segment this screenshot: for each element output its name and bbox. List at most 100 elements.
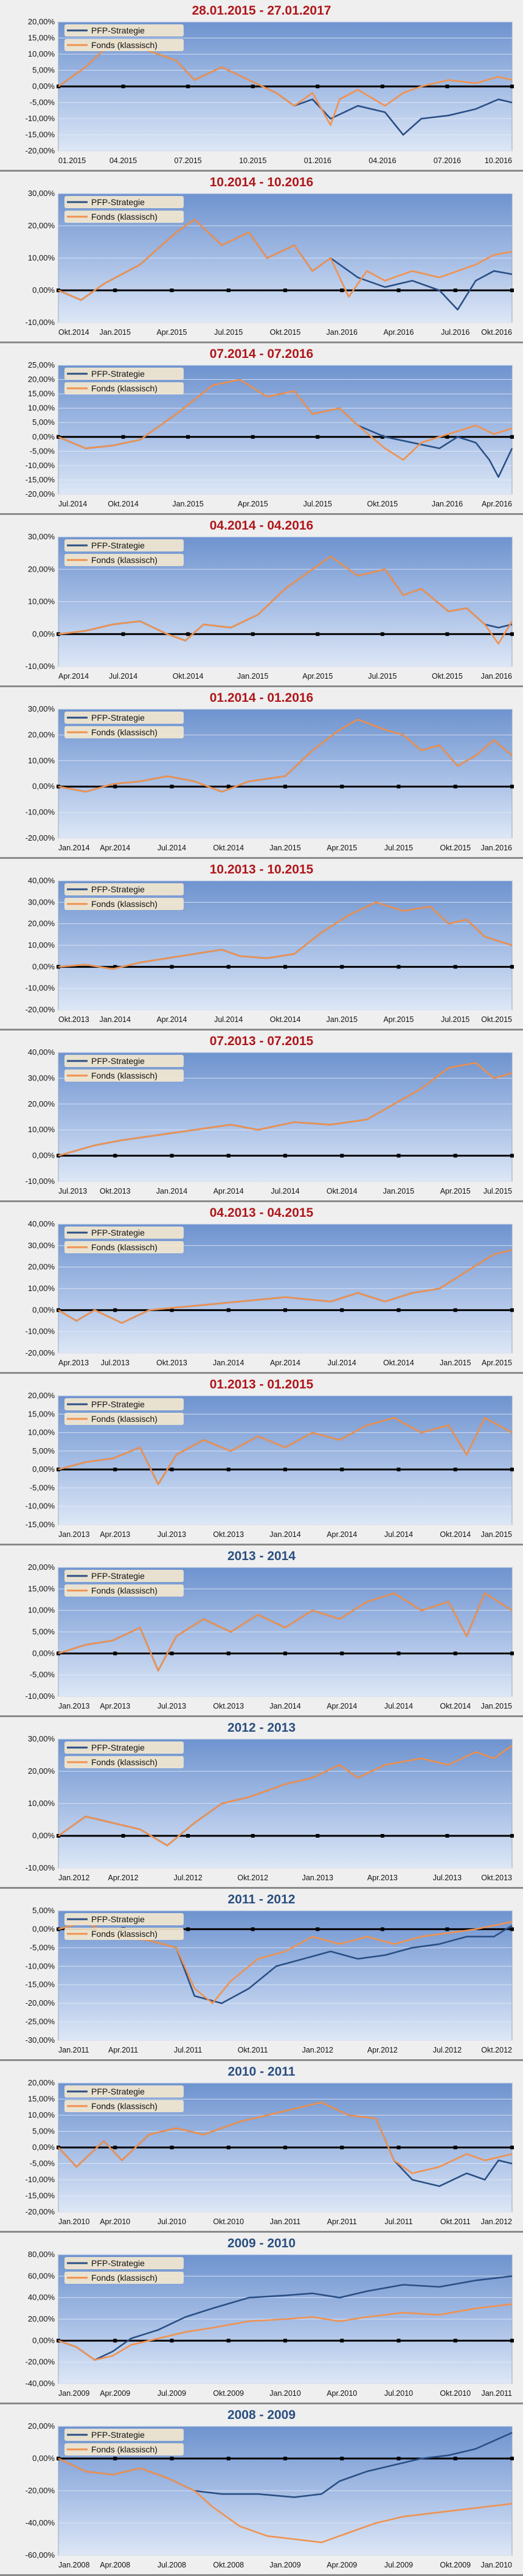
x-tick-label: Apr.2015 bbox=[156, 328, 187, 337]
x-tick-mark bbox=[251, 1834, 255, 1838]
y-tick-label: 30,00% bbox=[28, 1241, 55, 1250]
x-tick-mark bbox=[453, 785, 457, 789]
y-tick-label: 0,00% bbox=[32, 629, 55, 639]
legend-label: PFP-Strategie bbox=[91, 1914, 145, 1924]
legend-entry-bg bbox=[64, 1055, 184, 1067]
chart-panel: 2011 - 2012 5,00% 0,00% -5,00% -10,00% -15,00… bbox=[0, 1889, 523, 2061]
y-tick-label: 20,00% bbox=[28, 1099, 55, 1108]
y-tick-label: 30,00% bbox=[28, 897, 55, 906]
x-tick-label: Jul.2012 bbox=[433, 2046, 462, 2054]
x-tick-label: Jul.2014 bbox=[158, 844, 186, 852]
x-tick-label: Jan.2016 bbox=[432, 500, 463, 508]
y-tick-label: 5,00% bbox=[32, 1906, 55, 1915]
x-tick-mark bbox=[226, 2457, 230, 2460]
y-tick-label: -40,00% bbox=[26, 2379, 55, 2388]
x-tick-label: Okt.2011 bbox=[440, 2217, 471, 2226]
y-tick-label: 20,00% bbox=[28, 1766, 55, 1776]
y-tick-label: -10,00% bbox=[26, 808, 55, 817]
series-line bbox=[58, 219, 513, 301]
y-tick-label: 15,00% bbox=[28, 2095, 55, 2104]
series-line bbox=[58, 1745, 513, 1847]
y-tick-label: 0,00% bbox=[32, 2143, 55, 2152]
chart-title: 04.2013 - 04.2015 bbox=[209, 1206, 314, 1220]
x-tick-label: 04.2015 bbox=[109, 156, 137, 165]
x-tick-mark bbox=[510, 2146, 514, 2149]
y-tick-label: 10,00% bbox=[28, 2110, 55, 2119]
x-tick-label: Jul.2015 bbox=[384, 844, 413, 852]
x-tick-label: Jul.2009 bbox=[158, 2389, 186, 2398]
x-tick-label: Jul.2008 bbox=[158, 2561, 186, 2569]
x-tick-mark bbox=[453, 965, 457, 969]
y-tick-label: -5,00% bbox=[30, 1943, 55, 1952]
x-tick-label: Okt.2012 bbox=[237, 1874, 268, 1882]
y-tick-label: 20,00% bbox=[28, 2314, 55, 2323]
y-tick-label: 40,00% bbox=[28, 1219, 55, 1228]
legend-label: Fonds (klassisch) bbox=[91, 2273, 158, 2283]
y-tick-label: 30,00% bbox=[28, 704, 55, 713]
x-tick-mark bbox=[57, 1468, 60, 1472]
chart-title: 04.2014 - 04.2016 bbox=[209, 519, 314, 533]
x-tick-label: Jan.2016 bbox=[481, 672, 512, 681]
chart-panel: 01.2013 - 01.2015 20,00% 15,00% 10,00% 5,00%… bbox=[0, 1374, 523, 1545]
x-tick-label: Jul.2014 bbox=[214, 1015, 243, 1024]
y-tick-label: 5,00% bbox=[32, 1446, 55, 1455]
x-tick-label: Jan.2012 bbox=[481, 2217, 512, 2226]
legend-label: Fonds (klassisch) bbox=[91, 899, 158, 909]
x-tick-mark bbox=[340, 1153, 344, 1158]
x-tick-mark bbox=[251, 632, 255, 636]
x-tick-label: Jan.2015 bbox=[383, 1187, 414, 1195]
x-tick-label: Jan.2010 bbox=[269, 2389, 300, 2398]
y-tick-label: 40,00% bbox=[28, 2293, 55, 2302]
legend-entry-bg bbox=[64, 2429, 184, 2441]
legend-entry-bg bbox=[64, 898, 184, 910]
x-tick-label: Jul.2009 bbox=[384, 2561, 413, 2569]
y-tick-label: 15,00% bbox=[28, 1584, 55, 1593]
x-tick-mark bbox=[510, 632, 514, 636]
y-tick-label: 0,00% bbox=[32, 1151, 55, 1160]
y-tick-label: -10,00% bbox=[26, 984, 55, 993]
x-tick-label: Apr.2013 bbox=[100, 1702, 130, 1710]
x-tick-label: Apr.2015 bbox=[383, 1015, 414, 1024]
x-tick-mark bbox=[57, 965, 60, 969]
chart-panel: 2010 - 2011 20,00% 15,00% 10,00% 5,00% 0,00% -… bbox=[0, 2061, 523, 2233]
x-tick-label: Jul.2016 bbox=[441, 328, 469, 337]
x-tick-label: Jul.2010 bbox=[158, 2217, 186, 2226]
x-tick-label: Apr.2011 bbox=[108, 2046, 138, 2054]
legend-label: Fonds (klassisch) bbox=[91, 1929, 158, 1939]
legend-entry-bg bbox=[64, 2085, 184, 2098]
series-line bbox=[58, 1062, 513, 1157]
legend-label: PFP-Strategie bbox=[91, 1056, 145, 1066]
x-tick-label: Jul.2014 bbox=[109, 672, 137, 681]
y-tick-label: -10,00% bbox=[26, 114, 55, 123]
y-tick-label: 0,00% bbox=[32, 82, 55, 91]
x-tick-label: Jan.2015 bbox=[327, 1015, 358, 1024]
line-chart: 30,00% 20,00% 10,00% 0,00% -10,00%Okt.2014 Ja… bbox=[26, 189, 514, 337]
x-tick-mark bbox=[226, 2339, 230, 2343]
x-tick-label: Jan.2013 bbox=[58, 1702, 89, 1710]
legend-entry-bg bbox=[64, 1398, 184, 1410]
x-tick-label: Jul.2013 bbox=[101, 1359, 130, 1367]
x-tick-mark bbox=[113, 1308, 117, 1312]
x-tick-label: Apr.2015 bbox=[302, 672, 333, 681]
x-tick-mark bbox=[226, 1153, 230, 1158]
x-tick-mark bbox=[445, 435, 449, 439]
x-tick-mark bbox=[380, 1834, 384, 1838]
x-tick-label: Okt.2011 bbox=[238, 2046, 268, 2054]
x-tick-label: Jul.2014 bbox=[384, 1702, 413, 1710]
x-tick-mark bbox=[380, 632, 384, 636]
x-tick-label: Apr.2016 bbox=[482, 500, 512, 508]
x-tick-label: Apr.2016 bbox=[383, 328, 414, 337]
x-tick-mark bbox=[283, 1153, 287, 1158]
legend-entry-bg bbox=[64, 2257, 184, 2269]
x-tick-label: Jul.2014 bbox=[271, 1187, 299, 1195]
x-tick-mark bbox=[283, 2146, 287, 2149]
x-tick-mark bbox=[226, 289, 230, 292]
legend-label: Fonds (klassisch) bbox=[91, 1757, 158, 1767]
x-tick-label: 10.2016 bbox=[485, 156, 512, 165]
y-tick-label: -20,00% bbox=[26, 146, 55, 155]
chart-panel: 07.2013 - 07.2015 40,00% 30,00% 20,00% 10,00… bbox=[0, 1031, 523, 1202]
x-tick-label: Jan.2012 bbox=[302, 2046, 333, 2054]
x-tick-label: Apr.2015 bbox=[440, 1187, 471, 1195]
x-tick-mark bbox=[510, 1651, 514, 1656]
y-tick-label: 0,00% bbox=[32, 2336, 55, 2345]
